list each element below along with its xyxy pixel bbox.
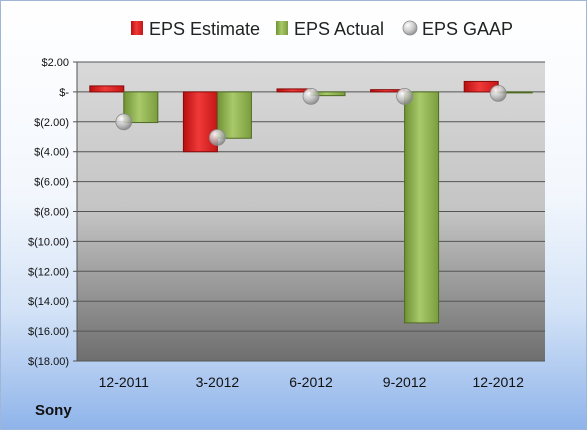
legend-swatch <box>131 21 143 35</box>
y-tick-label: $2.00 <box>41 57 69 69</box>
x-axis-ticks: 12-2011 3-2012 6-2012 9-2012 12-2012 <box>99 374 524 390</box>
gaap-point <box>115 113 133 131</box>
gaap-point <box>489 84 507 102</box>
legend: EPS Estimate EPS Actual EPS GAAP <box>131 19 513 39</box>
actual-bar <box>123 91 159 124</box>
legend-swatch <box>402 20 418 36</box>
actual-bar <box>404 91 440 324</box>
y-tick-label: $(8.00) <box>34 207 69 219</box>
x-tick-label: 9-2012 <box>383 374 427 390</box>
y-tick-label: $(14.00) <box>28 296 69 308</box>
y-tick-label: $(4.00) <box>34 147 69 159</box>
gaap-point <box>208 129 226 146</box>
y-axis-ticks: $2.00 $- $(2.00) $(4.00) $(6.00) $(8.00) $(10.… <box>28 57 77 368</box>
x-tick-label: 12-2012 <box>473 374 525 390</box>
y-tick-label: $(16.00) <box>28 326 69 338</box>
gaap-point <box>302 87 320 105</box>
x-tick-label: 3-2012 <box>196 374 240 390</box>
legend-label: EPS Actual <box>294 19 384 39</box>
y-tick-label: $(2.00) <box>34 117 69 129</box>
gaap-point <box>396 87 414 105</box>
x-tick-label: 12-2011 <box>99 374 150 390</box>
gaap-points <box>115 84 507 146</box>
x-tick-label: 6-2012 <box>289 374 333 390</box>
legend-label: EPS GAAP <box>422 19 513 39</box>
legend-label: EPS Estimate <box>149 19 260 39</box>
legend-swatch <box>276 21 288 35</box>
estimate-bar <box>89 85 125 93</box>
company-label: Sony <box>35 402 72 419</box>
actual-bar <box>216 91 252 139</box>
y-tick-label: $(6.00) <box>34 177 69 189</box>
y-tick-label: $(10.00) <box>28 236 69 248</box>
y-tick-label: $- <box>59 87 69 99</box>
y-tick-label: $(12.00) <box>28 266 69 278</box>
bars <box>89 80 533 324</box>
y-tick-label: $(18.00) <box>28 356 69 368</box>
